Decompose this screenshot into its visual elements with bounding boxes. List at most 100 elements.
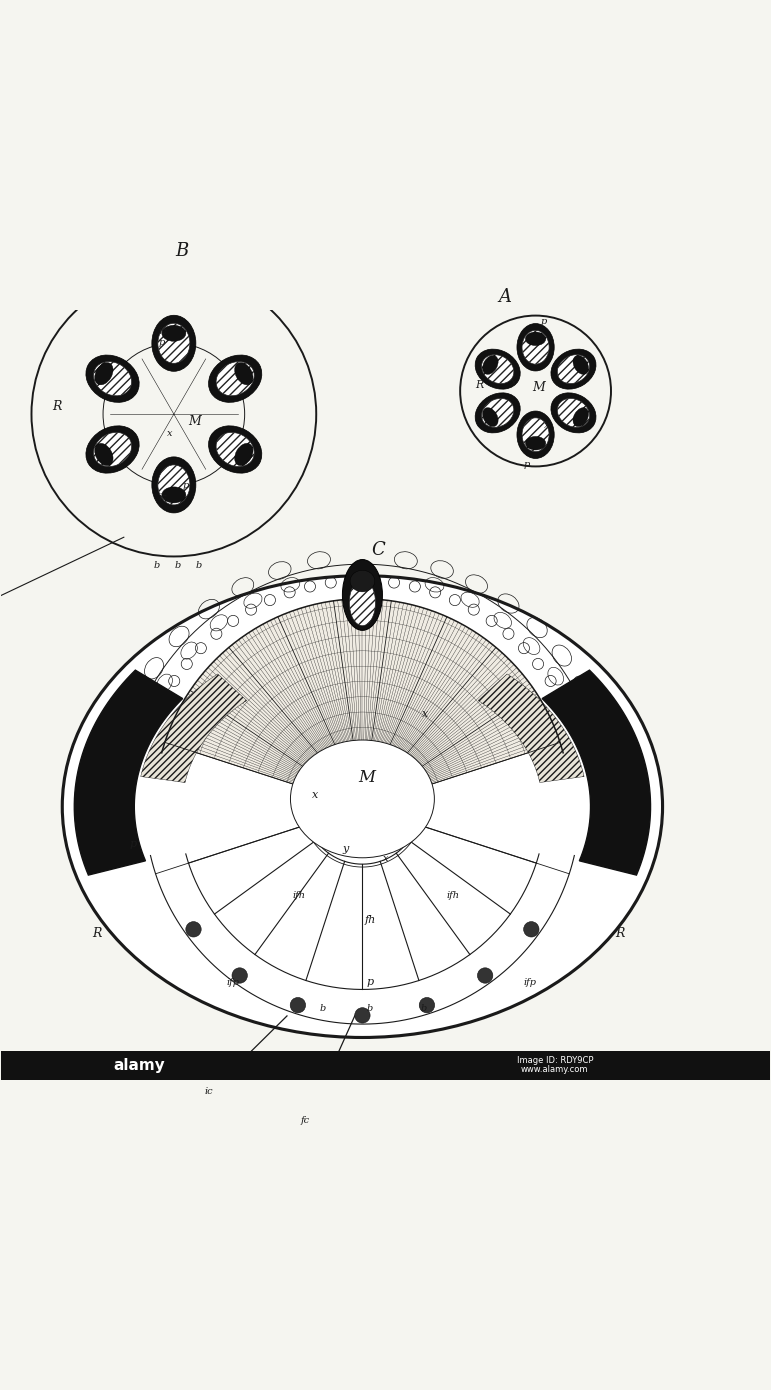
Ellipse shape [234,363,253,385]
Ellipse shape [517,324,554,371]
Ellipse shape [93,361,132,396]
Polygon shape [306,862,362,990]
Polygon shape [214,841,328,955]
Ellipse shape [86,354,140,402]
Text: M: M [187,416,200,428]
Text: ifh: ifh [446,891,460,899]
Text: b: b [174,562,181,570]
Text: M: M [532,381,545,395]
Text: y: y [342,844,348,853]
Ellipse shape [158,324,190,363]
Ellipse shape [483,407,498,427]
Text: b: b [153,562,160,570]
Circle shape [355,1008,370,1023]
Text: R: R [52,400,62,413]
Text: R: R [475,379,483,389]
Text: ifp: ifp [524,977,537,987]
Text: fc: fc [300,1116,309,1125]
Circle shape [524,922,539,937]
Circle shape [419,998,435,1013]
Circle shape [186,922,201,937]
Text: p: p [130,838,136,848]
Text: ic: ic [159,327,167,335]
Text: ic: ic [159,492,167,502]
Bar [1,1051,770,1080]
Polygon shape [380,853,470,980]
Text: x: x [311,790,318,801]
Ellipse shape [291,739,434,858]
Polygon shape [141,674,247,783]
Text: fh: fh [365,916,375,926]
Text: alamy: alamy [113,1058,165,1073]
Ellipse shape [62,575,662,1037]
Text: ic: ic [204,1087,213,1095]
Ellipse shape [557,354,590,384]
Polygon shape [478,674,584,783]
Polygon shape [416,691,560,787]
Ellipse shape [525,332,546,346]
Polygon shape [278,600,353,746]
Ellipse shape [152,316,196,371]
Text: R: R [93,927,102,940]
Ellipse shape [86,425,140,473]
Text: p: p [524,460,530,470]
Ellipse shape [557,399,590,427]
Ellipse shape [208,354,262,402]
Text: b: b [421,1004,427,1013]
Polygon shape [229,617,336,756]
Text: C: C [371,541,385,559]
Polygon shape [372,600,447,746]
Ellipse shape [158,464,190,505]
Polygon shape [165,691,308,787]
Ellipse shape [350,570,375,592]
Polygon shape [255,853,345,980]
Text: M: M [359,769,375,785]
Ellipse shape [208,425,262,473]
Text: A: A [498,288,511,306]
Ellipse shape [95,443,113,466]
Ellipse shape [475,349,520,389]
Ellipse shape [522,331,549,364]
Circle shape [232,967,247,983]
Ellipse shape [483,356,498,374]
Ellipse shape [551,349,596,389]
Ellipse shape [152,457,196,513]
Text: b: b [195,562,201,570]
Ellipse shape [482,354,513,384]
Ellipse shape [93,432,132,467]
Polygon shape [389,617,496,756]
Polygon shape [542,670,651,876]
Ellipse shape [234,443,253,466]
Text: b: b [367,1004,373,1013]
Text: www.alamy.com: www.alamy.com [521,1065,588,1074]
Ellipse shape [475,393,520,432]
Ellipse shape [216,432,254,467]
Ellipse shape [517,411,554,459]
Polygon shape [362,862,419,990]
Text: x: x [544,421,550,430]
Text: ifp: ifp [227,977,240,987]
Ellipse shape [342,560,382,630]
Ellipse shape [573,407,588,427]
Text: ifh: ifh [293,891,306,899]
Ellipse shape [216,361,254,396]
Ellipse shape [525,436,546,450]
Ellipse shape [162,325,186,342]
Polygon shape [188,824,316,915]
Text: p: p [540,317,547,327]
Ellipse shape [522,418,549,452]
Polygon shape [190,648,321,770]
Text: x: x [167,430,173,438]
Polygon shape [405,648,534,770]
Ellipse shape [95,363,113,385]
Ellipse shape [573,356,588,374]
Polygon shape [396,841,510,955]
Text: b: b [319,1004,325,1013]
Ellipse shape [551,393,596,432]
Polygon shape [409,824,537,915]
Circle shape [477,967,493,983]
Text: Image ID: RDY9CP: Image ID: RDY9CP [517,1056,593,1065]
Ellipse shape [349,580,375,626]
Text: x: x [382,855,389,863]
Ellipse shape [74,585,651,1029]
